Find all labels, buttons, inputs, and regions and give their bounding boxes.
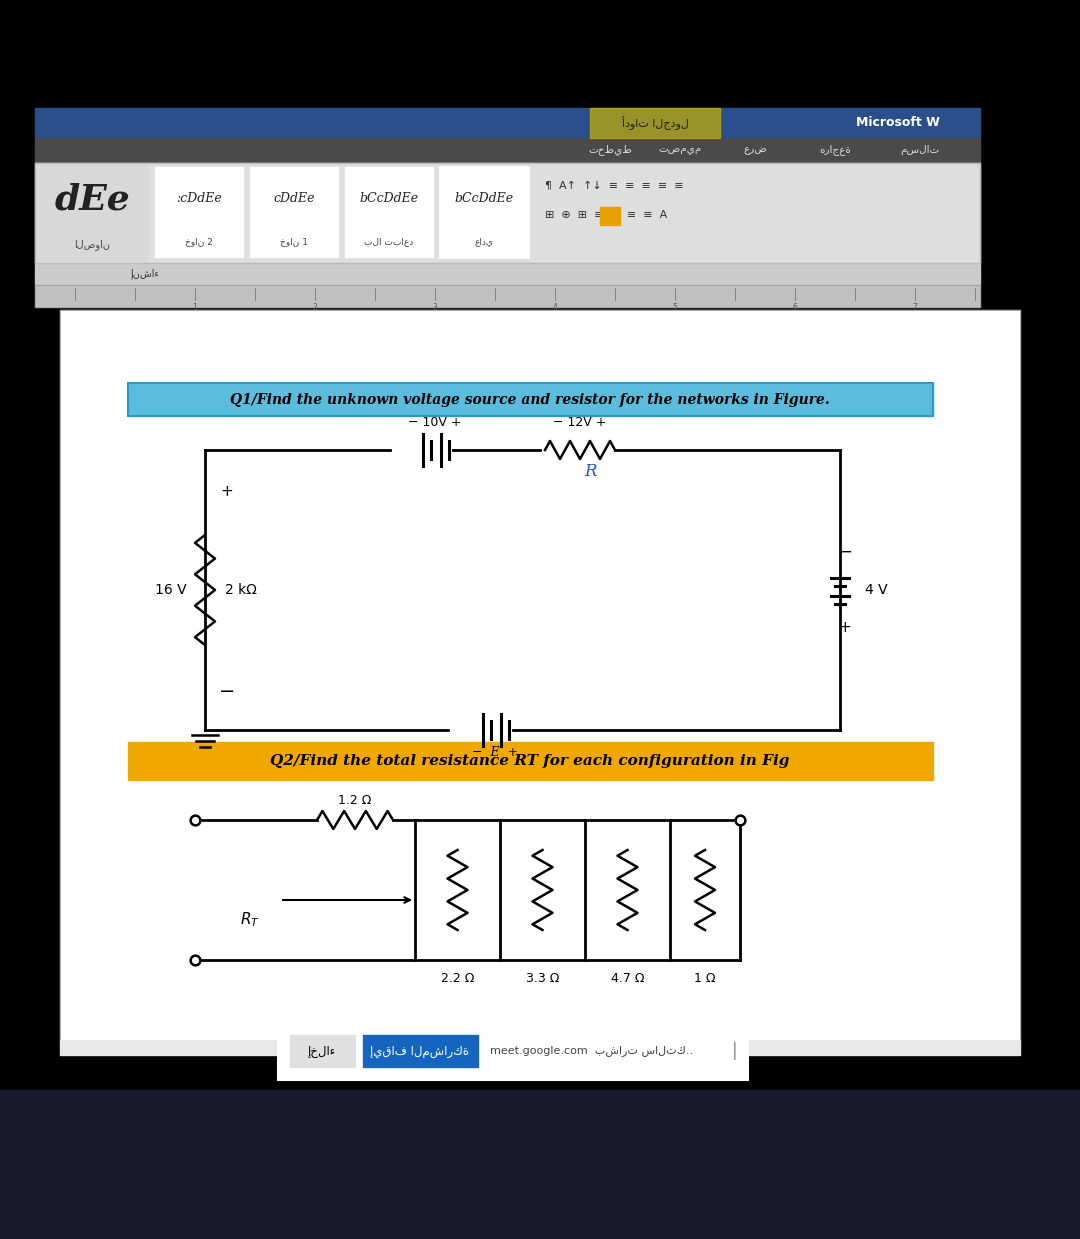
Bar [129,383,933,416]
Text: Q1/Find the unknown voltage source and resistor for the networks in Figure.: Q1/Find the unknown voltage source and r… [230,393,829,406]
Text: 5: 5 [673,304,677,312]
Bar [60,1040,1020,1054]
Text: 4 V: 4 V [865,584,888,597]
Bar [600,207,620,225]
Bar [440,167,528,256]
Bar [590,108,720,138]
Text: −: − [838,543,852,561]
Text: cDdEe: cDdEe [273,192,314,204]
Text: − 12V +: − 12V + [553,415,607,429]
Bar [363,1035,478,1067]
Text: 3.3 Ω: 3.3 Ω [526,971,559,985]
Text: 2: 2 [312,304,318,312]
Text: 1.2 Ω: 1.2 Ω [338,793,372,807]
Text: مسلات: مسلات [901,145,940,155]
Text: أدوات الجدول: أدوات الجدول [622,116,688,130]
Text: إنشاء: إنشاء [131,269,160,279]
Bar [156,167,243,256]
Text: −: − [219,683,235,701]
Bar [129,383,933,416]
Text: $R_T$: $R_T$ [240,911,260,929]
Text: إخلاء: إخلاء [308,1044,336,1058]
Bar [0,1090,1080,1239]
Bar [35,263,980,285]
Text: تخطيط: تخطيط [589,145,632,155]
Text: الصوان: الصوان [75,239,110,250]
Text: +: + [220,484,233,499]
Text: meet.google.com  بشارت سالتك..: meet.google.com بشارت سالتك.. [490,1046,693,1057]
Text: :cDdEe: :cDdEe [176,192,221,204]
Text: 3: 3 [433,304,437,312]
Bar [35,138,980,164]
Bar [35,285,980,307]
Text: −  E  +: − E + [472,746,518,758]
Text: R: R [584,463,596,481]
Bar [35,285,980,307]
Text: إيقاف المشاركة: إيقاف المشاركة [370,1044,470,1058]
Text: bCcDdEe: bCcDdEe [455,192,514,204]
Text: 1 Ω: 1 Ω [694,971,716,985]
Bar [249,167,338,256]
Text: − 10V +: − 10V + [408,415,462,429]
Text: 2.2 Ω: 2.2 Ω [441,971,474,985]
Text: 1: 1 [192,304,198,312]
Bar [0,0,1080,108]
Text: تصميم: تصميم [659,145,702,155]
Text: عادي: عادي [474,238,494,247]
Text: 4.7 Ω: 4.7 Ω [611,971,645,985]
Text: Microsoft W: Microsoft W [856,116,940,130]
Bar [35,164,980,263]
Text: dEe: dEe [54,183,130,217]
Text: 4: 4 [553,304,557,312]
Text: عرض: عرض [743,145,767,155]
Bar [345,167,433,256]
Bar [60,310,1020,1040]
Text: +: + [839,621,851,636]
Bar [291,1035,355,1067]
Text: |: | [732,1042,738,1061]
Bar [37,165,147,261]
Text: Q2/Find the total resistance RT for each configuration in Fig: Q2/Find the total resistance RT for each… [270,755,789,768]
Bar [129,742,933,781]
Text: 6: 6 [793,304,797,312]
Bar [278,1025,748,1080]
Text: بلا تباعد: بلا تباعد [364,238,414,247]
Text: 2 kΩ: 2 kΩ [225,584,257,597]
Text: ⊞  ⊕  ⊞  ≡  ≡  ≡  ≡  A: ⊞ ⊕ ⊞ ≡ ≡ ≡ ≡ A [545,209,667,221]
Bar [60,310,1020,1040]
Bar [35,164,980,263]
Text: خوان 1: خوان 1 [280,238,308,247]
Text: 7: 7 [913,304,917,312]
Text: هراجعة: هراجعة [819,145,851,155]
Text: bCcDdEe: bCcDdEe [360,192,419,204]
Text: ¶  A↑  ↑↓  ≡  ≡  ≡  ≡  ≡: ¶ A↑ ↑↓ ≡ ≡ ≡ ≡ ≡ [545,180,684,190]
Text: خوان 2: خوان 2 [185,238,213,247]
Text: 16 V: 16 V [156,584,187,597]
Bar [35,108,980,138]
